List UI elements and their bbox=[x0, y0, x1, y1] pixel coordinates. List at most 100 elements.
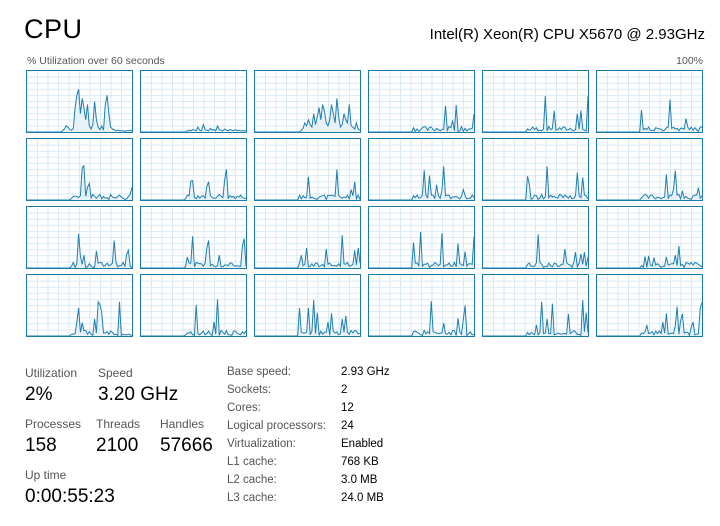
utilization-area bbox=[255, 300, 360, 336]
core-utilization-chart bbox=[483, 139, 588, 200]
core-utilization-chart bbox=[483, 207, 588, 268]
core-graph[interactable] bbox=[368, 206, 475, 269]
detail-value: 2.93 GHz bbox=[341, 366, 390, 378]
core-utilization-chart bbox=[369, 207, 474, 268]
core-graph[interactable] bbox=[482, 138, 589, 201]
core-graph[interactable] bbox=[482, 206, 589, 269]
detail-row: L1 cache: 768 KB bbox=[227, 456, 527, 474]
core-utilization-chart bbox=[483, 275, 588, 336]
core-graph[interactable] bbox=[596, 274, 703, 337]
detail-value: 2 bbox=[341, 384, 348, 396]
processes-label: Processes bbox=[25, 417, 82, 431]
core-graph[interactable] bbox=[368, 70, 475, 133]
utilization-line bbox=[141, 169, 246, 200]
detail-row: Logical processors: 24 bbox=[227, 420, 527, 438]
utilization-area bbox=[141, 169, 246, 200]
detail-value: 24.0 MB bbox=[341, 492, 384, 504]
detail-label: Virtualization: bbox=[227, 438, 296, 450]
core-utilization-chart bbox=[597, 71, 702, 132]
core-utilization-chart bbox=[27, 207, 132, 268]
utilization-line bbox=[483, 234, 588, 268]
core-graph[interactable] bbox=[596, 70, 703, 133]
core-graph[interactable] bbox=[26, 206, 133, 269]
core-graph[interactable] bbox=[482, 274, 589, 337]
core-graph[interactable] bbox=[140, 138, 247, 201]
utilization-line bbox=[369, 301, 474, 336]
utilization-line bbox=[27, 89, 132, 132]
utilization-line bbox=[483, 95, 588, 132]
utilization-area bbox=[597, 99, 702, 132]
core-graph[interactable] bbox=[368, 274, 475, 337]
core-graph[interactable] bbox=[140, 206, 247, 269]
core-graph[interactable] bbox=[254, 70, 361, 133]
detail-value: 24 bbox=[341, 420, 354, 432]
core-graph[interactable] bbox=[140, 70, 247, 133]
core-graph[interactable] bbox=[254, 274, 361, 337]
core-utilization-chart bbox=[255, 71, 360, 132]
core-utilization-chart bbox=[141, 207, 246, 268]
core-utilization-chart bbox=[369, 71, 474, 132]
detail-label: L2 cache: bbox=[227, 474, 277, 486]
core-utilization-chart bbox=[27, 139, 132, 200]
detail-label: Base speed: bbox=[227, 366, 291, 378]
detail-row: L3 cache: 24.0 MB bbox=[227, 492, 527, 510]
core-utilization-chart bbox=[597, 139, 702, 200]
core-graph[interactable] bbox=[482, 70, 589, 133]
handles-value: 57666 bbox=[160, 435, 213, 456]
utilization-line bbox=[27, 300, 132, 336]
core-graph[interactable] bbox=[26, 138, 133, 201]
speed-label: Speed bbox=[98, 366, 133, 380]
utilization-label: Utilization bbox=[25, 366, 78, 380]
core-graph[interactable] bbox=[368, 138, 475, 201]
detail-row: L2 cache: 3.0 MB bbox=[227, 474, 527, 492]
core-graph[interactable] bbox=[254, 206, 361, 269]
utilization-line bbox=[597, 99, 702, 132]
utilization-line bbox=[255, 98, 360, 132]
core-graph[interactable] bbox=[140, 274, 247, 337]
uptime-value: 0:00:55:23 bbox=[25, 486, 115, 507]
utilization-area bbox=[255, 98, 360, 132]
logical-processor-graphs[interactable] bbox=[26, 70, 706, 344]
core-utilization-chart bbox=[141, 139, 246, 200]
detail-value: 3.0 MB bbox=[341, 474, 378, 486]
utilization-graph-caption: % Utilization over 60 seconds bbox=[27, 55, 165, 67]
utilization-line bbox=[483, 299, 588, 336]
utilization-area bbox=[255, 169, 360, 200]
handles-label: Handles bbox=[160, 417, 205, 431]
utilization-line bbox=[483, 166, 588, 200]
utilization-line bbox=[255, 169, 360, 200]
utilization-value: 2% bbox=[25, 384, 53, 405]
detail-value: 12 bbox=[341, 402, 354, 414]
utilization-line bbox=[255, 299, 360, 336]
utilization-line bbox=[141, 299, 246, 336]
utilization-line bbox=[369, 105, 474, 132]
utilization-line bbox=[27, 164, 132, 200]
core-utilization-chart bbox=[597, 275, 702, 336]
utilization-line bbox=[597, 170, 702, 200]
core-graph[interactable] bbox=[26, 70, 133, 133]
core-utilization-chart bbox=[369, 139, 474, 200]
core-utilization-chart bbox=[255, 275, 360, 336]
processes-value: 158 bbox=[25, 435, 57, 456]
core-graph[interactable] bbox=[254, 138, 361, 201]
core-utilization-chart bbox=[483, 71, 588, 132]
core-utilization-chart bbox=[141, 275, 246, 336]
speed-value: 3.20 GHz bbox=[98, 384, 179, 405]
detail-label: L1 cache: bbox=[227, 456, 277, 468]
utilization-area bbox=[483, 166, 588, 200]
utilization-line bbox=[141, 123, 246, 132]
utilization-line bbox=[597, 245, 702, 268]
utilization-line bbox=[27, 233, 132, 268]
utilization-line bbox=[597, 302, 702, 336]
detail-row: Base speed: 2.93 GHz bbox=[227, 366, 527, 384]
core-graph[interactable] bbox=[26, 274, 133, 337]
core-utilization-chart bbox=[27, 71, 132, 132]
utilization-area bbox=[27, 301, 132, 336]
utilization-area bbox=[597, 302, 702, 336]
utilization-area bbox=[369, 166, 474, 200]
utilization-area bbox=[597, 246, 702, 268]
detail-label: Logical processors: bbox=[227, 420, 327, 432]
detail-label: Sockets: bbox=[227, 384, 272, 396]
core-graph[interactable] bbox=[596, 206, 703, 269]
core-graph[interactable] bbox=[596, 138, 703, 201]
